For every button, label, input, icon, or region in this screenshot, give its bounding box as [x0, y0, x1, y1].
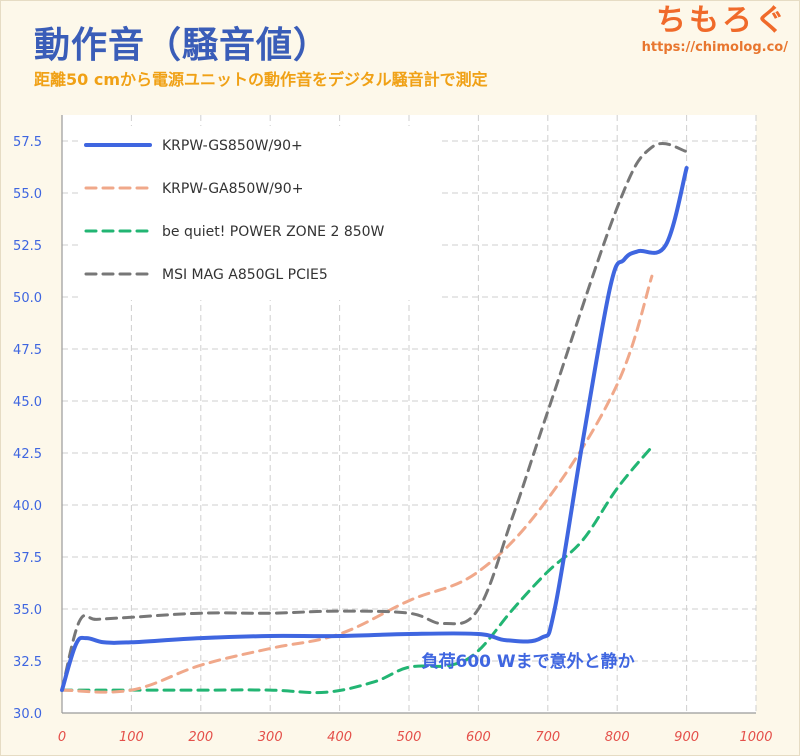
y-tick-label: 37.5: [13, 551, 42, 566]
legend-label-1: KRPW-GS850W/90+: [162, 138, 303, 154]
y-tick-label: 47.5: [13, 343, 42, 358]
y-tick-label: 32.5: [13, 655, 42, 670]
x-tick-label: 900: [674, 730, 699, 745]
x-tick-label: 600: [466, 730, 491, 745]
x-tick-label: 200: [188, 730, 213, 745]
x-tick-label: 0: [58, 730, 66, 745]
brand-logo[interactable]: ちもろぐ https://chimolog.co/: [642, 2, 788, 56]
y-tick-label: 52.5: [13, 239, 42, 254]
legend-background: [82, 126, 438, 300]
x-tick-label: 1000: [739, 730, 772, 745]
y-tick-label: 42.5: [13, 447, 42, 462]
y-tick-label: 45.0: [13, 395, 42, 410]
legend-label-3: be quiet! POWER ZONE 2 850W: [162, 224, 385, 240]
legend-label-4: MSI MAG A850GL PCIE5: [162, 267, 328, 283]
x-tick-label: 500: [397, 730, 422, 745]
x-tick-label: 700: [535, 730, 560, 745]
y-tick-label: 57.5: [13, 135, 42, 150]
legend: KRPW-GS850W/90+ KRPW-GA850W/90+ be quiet! …: [82, 126, 438, 300]
y-tick-label: 50.0: [13, 291, 42, 306]
series-line-1: [60, 166, 689, 693]
axes: 30.0 32.5 35.0 37.5 40.0 42.5 45.0 47.5 50.0 52.5…: [13, 115, 773, 745]
series-line-2: [60, 274, 654, 694]
brand-url: https://chimolog.co/: [641, 40, 788, 55]
chart-subtitle: 距離50 cmから電源ユニットの動作音をデジタル騒音計で測定: [34, 70, 488, 89]
series-line-3: [60, 445, 654, 695]
x-tick-label: 100: [119, 730, 144, 745]
annotations: 負荷600 Wまで意外と静か: [421, 651, 634, 672]
series-line-4: [60, 142, 689, 692]
x-tick-label: 400: [327, 730, 352, 745]
x-tick-label: 800: [605, 730, 630, 745]
brand-name: ちもろぐ: [656, 3, 788, 38]
y-tick-label: 35.0: [13, 603, 42, 618]
annotation-text: 負荷600 Wまで意外と静か: [421, 651, 634, 672]
chart-title: 動作音（騒音値）: [34, 25, 331, 66]
x-tick-label: 300: [258, 730, 283, 745]
y-tick-label: 30.0: [13, 707, 42, 722]
y-tick-label: 40.0: [13, 499, 42, 514]
y-tick-label: 55.0: [13, 187, 42, 202]
series-group: [60, 142, 689, 695]
legend-label-2: KRPW-GA850W/90+: [162, 181, 303, 197]
